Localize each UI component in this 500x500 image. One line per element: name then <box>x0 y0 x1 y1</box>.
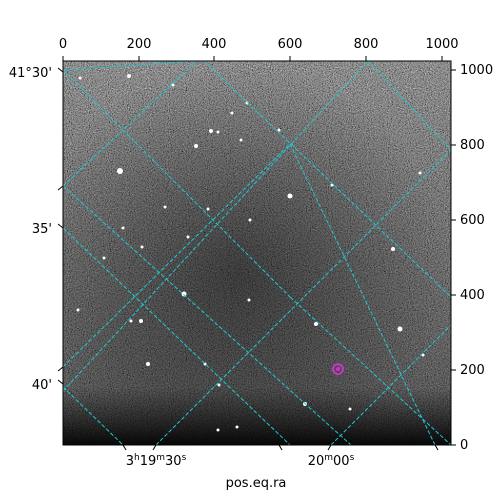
star-field <box>76 74 425 432</box>
top-pixel-axis: 0 200 400 600 800 1000 <box>59 37 459 61</box>
star <box>186 235 190 239</box>
star <box>127 74 131 78</box>
star <box>314 322 318 326</box>
star <box>248 218 252 222</box>
grid-line <box>330 324 451 445</box>
star <box>146 362 150 366</box>
dec-tick-label: 40' <box>32 378 52 393</box>
top-tick-label: 400 <box>202 37 227 52</box>
grid-line <box>63 61 198 187</box>
ra-tick-label: 3h19m30s <box>126 453 187 469</box>
top-tick-label: 1000 <box>425 37 458 52</box>
sky-image <box>63 61 451 445</box>
plot-frame <box>62 60 452 446</box>
right-tick-label: 200 <box>460 363 485 378</box>
grid-line <box>203 61 451 298</box>
star <box>209 129 213 133</box>
star <box>139 319 143 323</box>
star <box>330 183 334 187</box>
top-tick-label: 600 <box>278 37 303 52</box>
star <box>129 319 133 323</box>
star <box>117 168 123 174</box>
star <box>102 256 106 260</box>
star <box>239 138 243 142</box>
x-axis-label: pos.eq.ra <box>226 476 287 491</box>
star <box>216 130 220 134</box>
star <box>217 383 221 387</box>
right-tick-label: 0 <box>460 438 468 453</box>
dec-tick-label: 35' <box>32 222 52 237</box>
coordinate-grid <box>63 61 451 445</box>
star <box>235 425 239 429</box>
star <box>206 207 210 211</box>
right-tick-label: 600 <box>460 213 485 228</box>
star <box>121 226 125 230</box>
grid-line <box>155 149 451 445</box>
star <box>397 326 403 332</box>
right-tick-label: 400 <box>460 288 485 303</box>
star <box>171 83 175 87</box>
star <box>277 128 281 132</box>
source-marker <box>332 363 344 375</box>
grid-line <box>289 296 451 445</box>
dec-tick-label: 41°30' <box>9 66 52 81</box>
star <box>140 245 144 249</box>
grid-line <box>63 143 291 368</box>
grid-line <box>63 61 369 392</box>
grid-line <box>367 61 451 151</box>
right-tick-label: 1000 <box>460 63 493 78</box>
top-tick-label: 200 <box>127 37 152 52</box>
star <box>418 171 422 175</box>
star <box>247 298 251 302</box>
top-tick-label: 0 <box>59 37 67 52</box>
star <box>163 205 167 209</box>
star <box>391 247 395 251</box>
star <box>194 144 198 148</box>
grid-line <box>63 61 197 71</box>
grid-line <box>63 227 291 445</box>
star <box>230 111 234 115</box>
ra-tick-label: 20m00s <box>308 453 355 469</box>
star <box>78 76 82 80</box>
star <box>76 308 80 312</box>
grid-line <box>289 143 436 445</box>
top-tick-label: 800 <box>354 37 379 52</box>
right-pixel-axis: 0 200 400 600 800 1000 <box>451 63 493 453</box>
right-tick-label: 800 <box>460 138 485 153</box>
ra-axis: 3h19m30s 20m00s pos.eq.ra <box>122 444 439 491</box>
grid-line <box>63 69 291 298</box>
star <box>287 193 293 199</box>
star <box>348 407 352 411</box>
image-bottom-band <box>63 61 451 445</box>
star <box>181 291 187 297</box>
dec-axis: 41°30' 35' 40' <box>9 66 64 393</box>
grid-line <box>63 386 124 445</box>
star <box>216 428 220 432</box>
grid-line <box>63 185 352 445</box>
